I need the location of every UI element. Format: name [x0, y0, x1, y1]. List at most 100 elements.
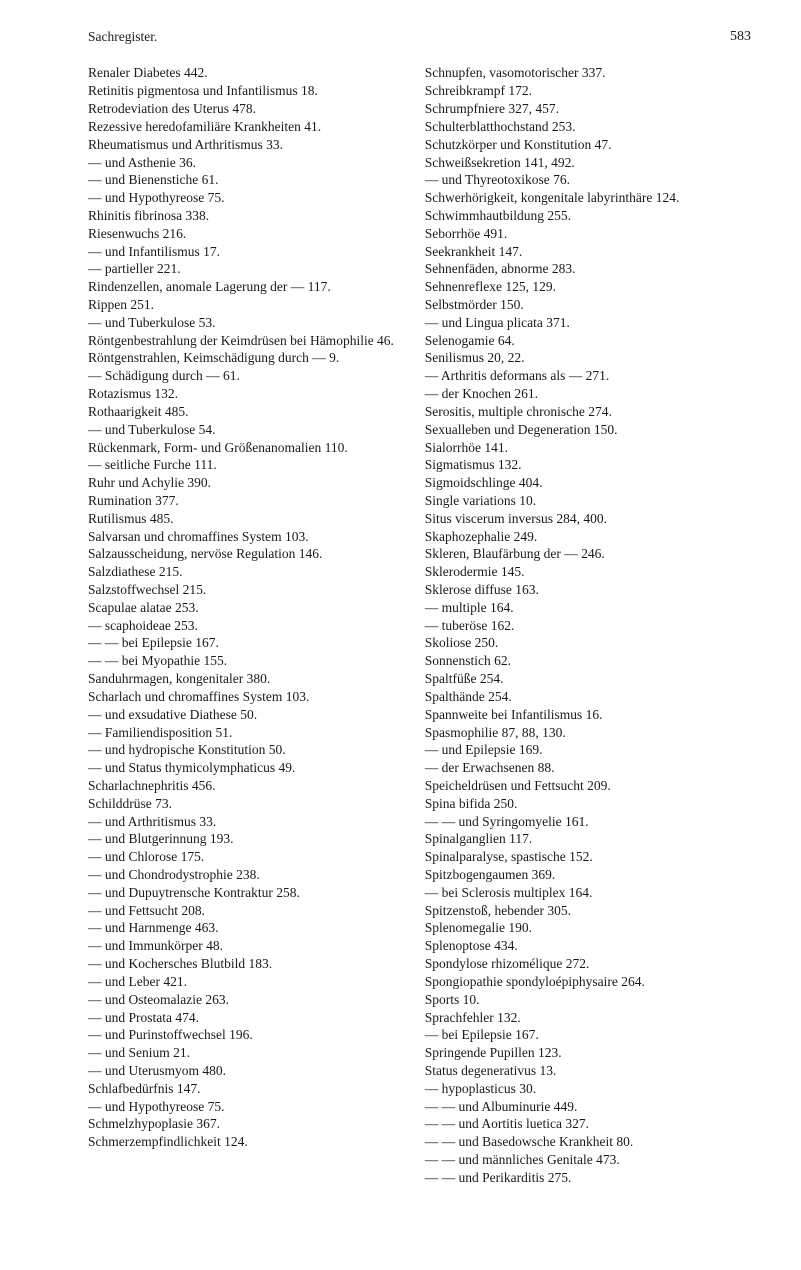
- index-entry: Rückenmark, Form- und Größenanomalien 11…: [88, 439, 417, 457]
- index-entry: Spalthände 254.: [425, 688, 754, 706]
- index-entry: — — und männliches Genitale 473.: [425, 1151, 754, 1169]
- index-entry: — und Epilepsie 169.: [425, 741, 754, 759]
- index-entry: Sexualleben und Degeneration 150.: [425, 421, 754, 439]
- index-entry: Speicheldrüsen und Fettsucht 209.: [425, 777, 754, 795]
- index-entry: Situs viscerum inversus 284, 400.: [425, 510, 754, 528]
- index-entry: — seitliche Furche 111.: [88, 456, 417, 474]
- index-entry: Röntgenstrahlen, Keimschädigung durch — …: [88, 349, 417, 367]
- index-entry: Röntgenbestrahlung der Keimdrüsen bei Hä…: [88, 332, 417, 350]
- index-entry: Spitzenstoß, hebender 305.: [425, 902, 754, 920]
- index-entry: Sanduhrmagen, kongenitaler 380.: [88, 670, 417, 688]
- index-entry: — Familiendisposition 51.: [88, 724, 417, 742]
- index-entry: Salvarsan und chromaffines System 103.: [88, 528, 417, 546]
- index-entry: Rotazismus 132.: [88, 385, 417, 403]
- index-entry: Selbstmörder 150.: [425, 296, 754, 314]
- left-column: Renaler Diabetes 442.Retinitis pigmentos…: [88, 64, 417, 1186]
- index-entry: Sehnenreflexe 125, 129.: [425, 278, 754, 296]
- index-entry: Schreibkrampf 172.: [425, 82, 754, 100]
- index-entry: — bei Epilepsie 167.: [425, 1026, 754, 1044]
- index-entry: Schmerzempfindlichkeit 124.: [88, 1133, 417, 1151]
- index-entry: — — bei Epilepsie 167.: [88, 634, 417, 652]
- index-entry: Seekrankheit 147.: [425, 243, 754, 261]
- index-entry: Rezessive heredofamiliäre Krankheiten 41…: [88, 118, 417, 136]
- index-entry: — Arthritis deformans als — 271.: [425, 367, 754, 385]
- index-entry: Splenoptose 434.: [425, 937, 754, 955]
- index-entry: Spitzbogengaumen 369.: [425, 866, 754, 884]
- index-entry: Sehnenfäden, abnorme 283.: [425, 260, 754, 278]
- index-entry: Spinalparalyse, spastische 152.: [425, 848, 754, 866]
- index-entry: Spondylose rhizomélique 272.: [425, 955, 754, 973]
- right-column: Schnupfen, vasomotorischer 337.Schreibkr…: [425, 64, 754, 1186]
- index-entry: Rheumatismus und Arthritismus 33.: [88, 136, 417, 154]
- index-entry: Scharlach und chromaffines System 103.: [88, 688, 417, 706]
- index-entry: Seborrhöe 491.: [425, 225, 754, 243]
- index-entry: Sigmatismus 132.: [425, 456, 754, 474]
- index-entry: — und Dupuytrensche Kontraktur 258.: [88, 884, 417, 902]
- index-entry: Spongiopathie spondyloépiphysaire 264.: [425, 973, 754, 991]
- index-entry: Scapulae alatae 253.: [88, 599, 417, 617]
- index-entry: — und hydropische Konstitution 50.: [88, 741, 417, 759]
- index-entry: Sklerodermie 145.: [425, 563, 754, 581]
- index-entry: Sigmoidschlinge 404.: [425, 474, 754, 492]
- index-entry: — partieller 221.: [88, 260, 417, 278]
- header-title: Sachregister.: [88, 28, 157, 46]
- index-entry: Schutzkörper und Konstitution 47.: [425, 136, 754, 154]
- index-entry: — und Senium 21.: [88, 1044, 417, 1062]
- index-entry: Sonnenstich 62.: [425, 652, 754, 670]
- index-entry: Schulterblatthochstand 253.: [425, 118, 754, 136]
- index-entry: Spannweite bei Infantilismus 16.: [425, 706, 754, 724]
- index-entry: — und Thyreotoxikose 76.: [425, 171, 754, 189]
- index-entry: Schweißsekretion 141, 492.: [425, 154, 754, 172]
- index-entry: Renaler Diabetes 442.: [88, 64, 417, 82]
- index-entry: — und Blutgerinnung 193.: [88, 830, 417, 848]
- index-entry: Retrodeviation des Uterus 478.: [88, 100, 417, 118]
- index-entry: — — und Syringomyelie 161.: [425, 813, 754, 831]
- index-entry: — und Asthenie 36.: [88, 154, 417, 172]
- index-entry: — hypoplasticus 30.: [425, 1080, 754, 1098]
- index-entry: Rutilismus 485.: [88, 510, 417, 528]
- index-entry: — — bei Myopathie 155.: [88, 652, 417, 670]
- index-entry: — und Tuberkulose 54.: [88, 421, 417, 439]
- index-entry: — und Fettsucht 208.: [88, 902, 417, 920]
- index-entry: — und Prostata 474.: [88, 1009, 417, 1027]
- index-entry: — und Tuberkulose 53.: [88, 314, 417, 332]
- index-entry: — — und Aortitis luetica 327.: [425, 1115, 754, 1133]
- index-entry: — und Lingua plicata 371.: [425, 314, 754, 332]
- index-entry: — und exsudative Diathese 50.: [88, 706, 417, 724]
- index-entry: — und Purinstoffwechsel 196.: [88, 1026, 417, 1044]
- index-entry: Springende Pupillen 123.: [425, 1044, 754, 1062]
- index-entry: — und Chlorose 175.: [88, 848, 417, 866]
- index-entry: — — und Perikarditis 275.: [425, 1169, 754, 1187]
- index-entry: — — und Albuminurie 449.: [425, 1098, 754, 1116]
- index-entry: — und Hypothyreose 75.: [88, 189, 417, 207]
- index-entry: — und Osteomalazie 263.: [88, 991, 417, 1009]
- index-entry: Skaphozephalie 249.: [425, 528, 754, 546]
- index-entry: Spaltfüße 254.: [425, 670, 754, 688]
- index-columns: Renaler Diabetes 442.Retinitis pigmentos…: [88, 64, 759, 1186]
- index-entry: Schwerhörigkeit, kongenitale labyrinthär…: [425, 189, 754, 207]
- index-entry: — und Leber 421.: [88, 973, 417, 991]
- index-entry: — der Erwachsenen 88.: [425, 759, 754, 777]
- index-entry: — multiple 164.: [425, 599, 754, 617]
- index-entry: Spinalganglien 117.: [425, 830, 754, 848]
- index-entry: Schlafbedürfnis 147.: [88, 1080, 417, 1098]
- page-number: 583: [730, 28, 751, 46]
- index-entry: — und Infantilismus 17.: [88, 243, 417, 261]
- index-entry: Schrumpfniere 327, 457.: [425, 100, 754, 118]
- index-entry: — und Hypothyreose 75.: [88, 1098, 417, 1116]
- index-entry: — und Chondrodystrophie 238.: [88, 866, 417, 884]
- index-entry: — — und Basedowsche Krankheit 80.: [425, 1133, 754, 1151]
- index-entry: — der Knochen 261.: [425, 385, 754, 403]
- index-entry: Selenogamie 64.: [425, 332, 754, 350]
- index-entry: — und Arthritismus 33.: [88, 813, 417, 831]
- index-entry: Sprachfehler 132.: [425, 1009, 754, 1027]
- index-entry: Spasmophilie 87, 88, 130.: [425, 724, 754, 742]
- index-entry: — und Harnmenge 463.: [88, 919, 417, 937]
- index-entry: Skoliose 250.: [425, 634, 754, 652]
- index-entry: Schmelzhypoplasie 367.: [88, 1115, 417, 1133]
- index-entry: Rothaarigkeit 485.: [88, 403, 417, 421]
- index-entry: — und Kochersches Blutbild 183.: [88, 955, 417, 973]
- index-entry: Salzdiathese 215.: [88, 563, 417, 581]
- index-entry: Sports 10.: [425, 991, 754, 1009]
- index-entry: Salzstoffwechsel 215.: [88, 581, 417, 599]
